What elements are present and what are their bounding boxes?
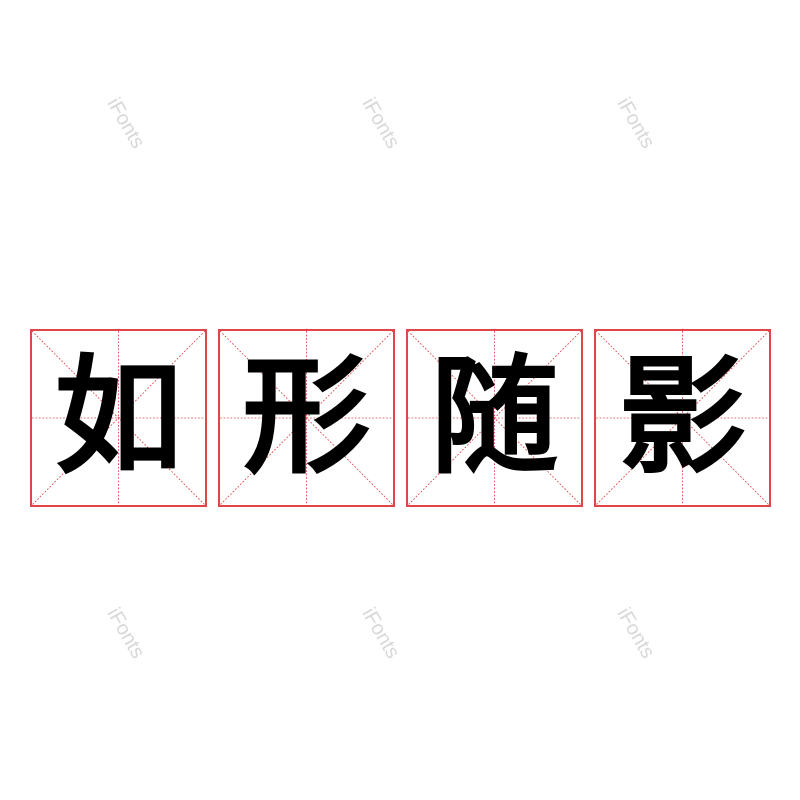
watermark: iFonts [357,94,404,153]
watermark: iFonts [612,604,659,663]
character-grid-box: 影 [594,329,771,507]
character-grid-box: 如 [30,329,207,507]
grid-guides [596,331,769,505]
character: 随 [430,343,559,492]
grid-guides [220,331,393,505]
watermark: iFonts [102,94,149,153]
character-grid-box: 随 [406,329,583,507]
character: 形 [242,343,371,492]
grid-guides [408,331,581,505]
watermark: iFonts [612,94,659,153]
character: 影 [618,343,747,492]
character-grid-box: 形 [218,329,395,507]
character: 如 [54,343,183,492]
watermark: iFonts [357,604,404,663]
grid-guides [32,331,205,505]
watermark: iFonts [102,604,149,663]
